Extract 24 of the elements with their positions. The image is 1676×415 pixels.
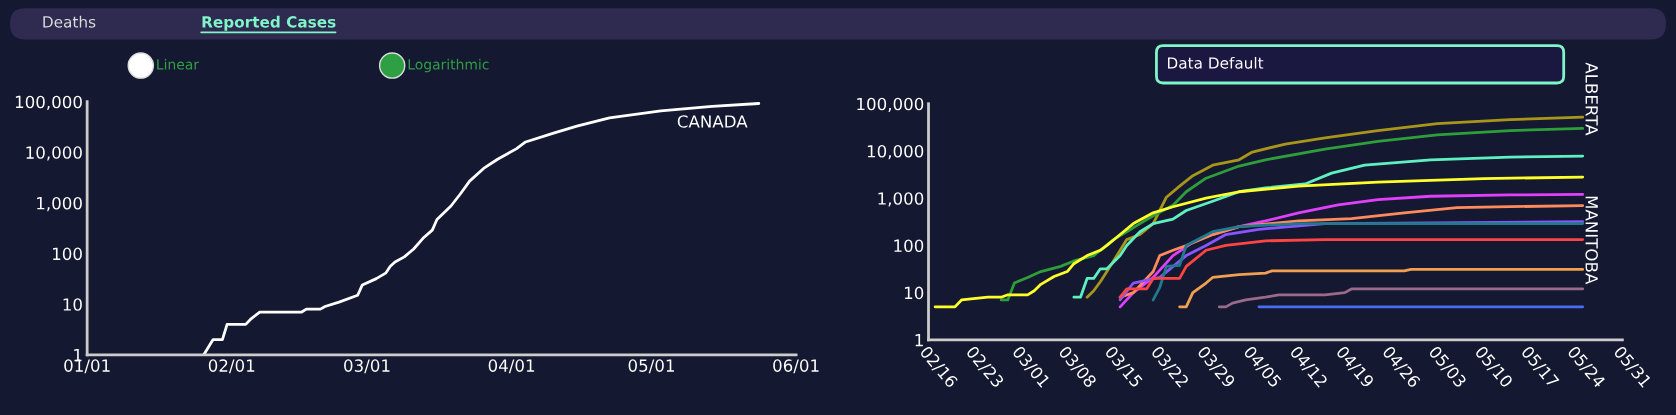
y-tick-label: 10,000 (867, 144, 924, 160)
x-tick-label: 05/01 (628, 359, 674, 374)
y-tick-label: 100,000 (857, 97, 924, 113)
y-tick-label: 1 (915, 334, 923, 347)
y-tick-label: 1,000 (37, 196, 82, 212)
y-tick-label: 100 (53, 247, 82, 261)
text: Linear (157, 58, 200, 70)
y-tick-label: 10,000 (26, 146, 82, 161)
y-tick-label: 100 (894, 239, 924, 252)
x-tick-label: 04/01 (488, 359, 535, 374)
y-tick-label: 100,000 (15, 95, 82, 110)
annotation: MANITOBA (1585, 196, 1598, 285)
y-tick-label: 10 (904, 286, 924, 300)
x-tick-label: 06/01 (773, 359, 819, 374)
x-tick-label: 03/01 (344, 359, 390, 374)
y-tick-label: 10 (63, 298, 82, 311)
annotation: CANADA (677, 115, 748, 128)
annotation: ALBERTA (1585, 62, 1598, 136)
text: Deaths (43, 15, 96, 28)
y-tick-label: 1,000 (878, 192, 924, 207)
text: Reported Cases (202, 15, 336, 31)
text: Data Default (1168, 56, 1264, 69)
x-tick-label: 02/01 (208, 359, 255, 374)
text: Logarithmic (408, 58, 489, 73)
